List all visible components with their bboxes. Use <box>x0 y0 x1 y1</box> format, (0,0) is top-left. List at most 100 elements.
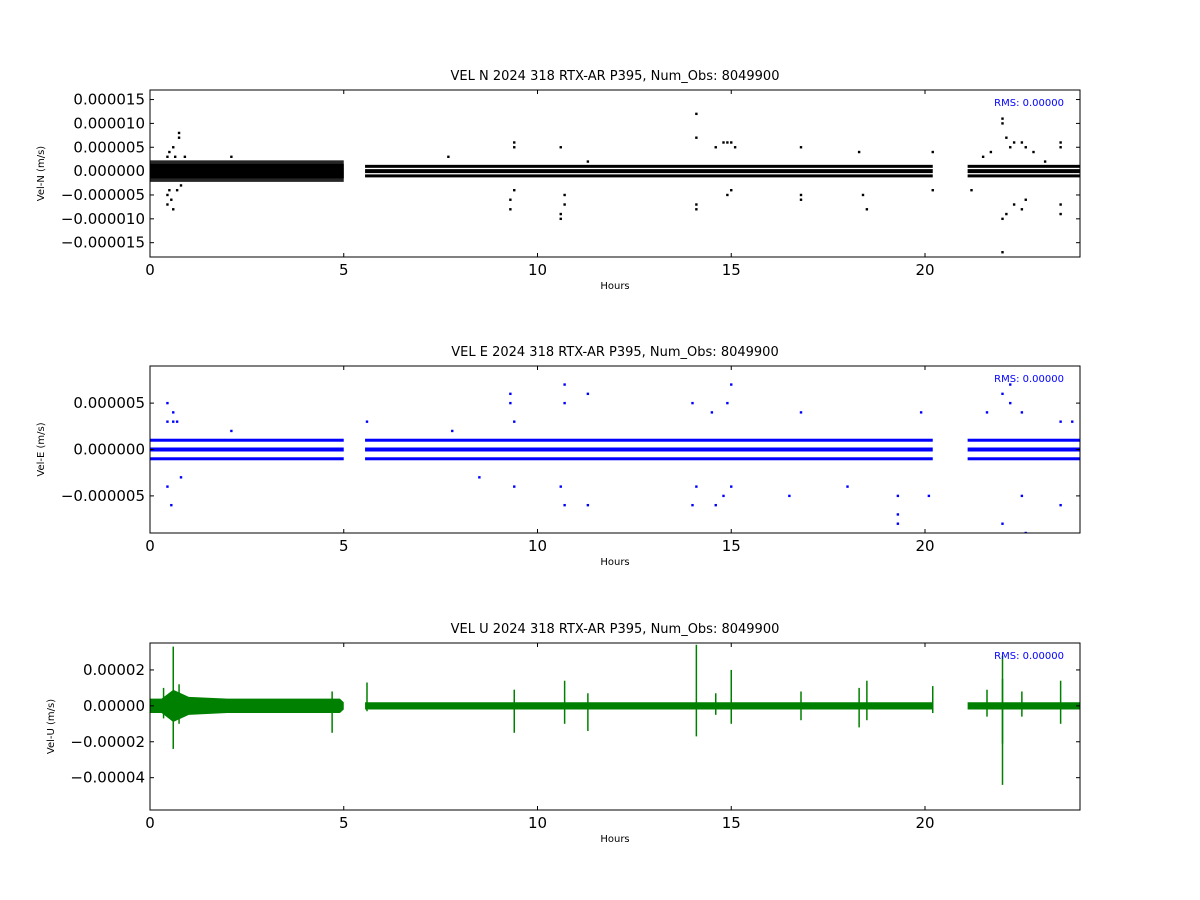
x-tick-label: 20 <box>915 814 934 832</box>
data-point-46 <box>1020 494 1024 498</box>
data-band-seg2-3 <box>365 174 933 178</box>
y-axis-label: Vel-N (m/s) <box>36 146 47 201</box>
data-point-14 <box>183 155 187 158</box>
data-point-10 <box>175 189 179 192</box>
data-point-38 <box>733 146 737 149</box>
data-point-1 <box>166 401 169 405</box>
data-point-9 <box>173 155 177 158</box>
data-band-seg2-3 <box>365 457 933 461</box>
data-point-50 <box>1071 420 1074 423</box>
data-point-57 <box>1012 141 1016 144</box>
data-point-38 <box>919 411 923 414</box>
axes-frame <box>149 89 1081 258</box>
data-point-3 <box>166 485 169 488</box>
y-axis-label: Vel-U (m/s) <box>46 699 57 754</box>
data-point-27 <box>586 160 590 163</box>
chart-panel-1: 0 5 10 15 20 0.000015 0.000010 0.000005 0.000000… <box>36 69 1081 292</box>
data-point-25 <box>695 485 698 488</box>
y-tick-label: 0.000000 <box>73 162 145 180</box>
y-tick-label: 0.000010 <box>73 114 145 132</box>
data-point-60 <box>1020 208 1024 211</box>
plot-area <box>150 383 1080 533</box>
data-point-42 <box>1001 522 1004 525</box>
data-point-45 <box>1020 411 1024 414</box>
data-point-56 <box>1009 146 1012 149</box>
data-band-seg1-1 <box>150 438 344 442</box>
data-point-48 <box>981 155 985 158</box>
rms-annotation: RMS: 0.00000 <box>994 98 1064 109</box>
data-band-seg2-2 <box>365 447 933 452</box>
x-tick-label: 0 <box>145 261 155 279</box>
x-tick-label: 10 <box>528 261 547 279</box>
data-point-49 <box>1059 503 1062 507</box>
data-point-24 <box>691 503 694 507</box>
data-band-seg1-3 <box>150 457 344 461</box>
x-tick-label: 15 <box>722 261 741 279</box>
data-point-25 <box>563 203 566 206</box>
data-point-21 <box>586 392 590 396</box>
data-point-43 <box>861 193 865 197</box>
data-point-66 <box>1059 146 1062 149</box>
data-point-13 <box>179 184 183 187</box>
data-point-33 <box>799 411 803 414</box>
rms-annotation: RMS: 0.00000 <box>994 651 1064 662</box>
x-axis-label: Hours <box>600 834 629 845</box>
data-point-41 <box>799 193 803 197</box>
x-tick-label: 10 <box>528 537 547 555</box>
data-point-29 <box>695 136 698 139</box>
data-point-2 <box>166 193 169 197</box>
data-point-36 <box>730 141 733 144</box>
data-point-14 <box>509 401 512 405</box>
data-envelope-seg2 <box>365 702 933 710</box>
data-point-33 <box>722 141 725 144</box>
data-point-31 <box>730 485 733 488</box>
x-axis-label: Hours <box>600 281 629 292</box>
data-point-8 <box>179 476 183 479</box>
data-point-6 <box>170 198 173 201</box>
chart-title: VEL E 2024 318 RTX-AR P395, Num_Obs: 804… <box>451 345 778 360</box>
data-point-9 <box>230 429 233 433</box>
data-point-34 <box>726 141 729 144</box>
data-point-3 <box>166 203 169 206</box>
x-tick-label: 20 <box>915 537 934 555</box>
data-point-53 <box>1001 251 1004 254</box>
data-point-16 <box>447 155 450 158</box>
data-point-20 <box>513 146 516 149</box>
data-envelope-seg1 <box>150 689 344 723</box>
data-band-seg2-1 <box>365 438 933 442</box>
x-tick-label: 5 <box>339 814 349 832</box>
data-point-37 <box>896 494 900 498</box>
data-point-28 <box>722 494 725 498</box>
data-point-22 <box>586 503 590 507</box>
chart-title: VEL U 2024 318 RTX-AR P395, Num_Obs: 804… <box>451 622 780 637</box>
data-point-18 <box>563 401 566 405</box>
data-point-19 <box>513 141 516 144</box>
data-point-52 <box>1001 217 1004 221</box>
data-point-67 <box>1059 212 1062 216</box>
axes-frame <box>149 642 1081 811</box>
data-point-44 <box>865 208 869 211</box>
data-point-7 <box>172 146 175 149</box>
x-tick-label: 0 <box>145 537 155 555</box>
data-point-54 <box>1005 136 1008 139</box>
data-point-61 <box>1024 146 1027 149</box>
data-point-35 <box>896 522 900 525</box>
y-tick-label: −0.000015 <box>61 234 145 252</box>
data-point-51 <box>1001 122 1004 125</box>
data-point-29 <box>726 401 729 405</box>
data-point-20 <box>559 485 562 488</box>
data-point-47 <box>1024 531 1027 533</box>
data-point-1 <box>166 155 169 158</box>
data-point-44 <box>1009 383 1012 386</box>
data-point-45 <box>931 150 934 154</box>
data-point-10 <box>365 420 369 423</box>
data-point-5 <box>168 189 171 192</box>
data-point-28 <box>695 112 698 116</box>
data-point-8 <box>172 208 175 211</box>
x-tick-label: 5 <box>339 537 349 555</box>
data-band-seg3-3 <box>967 174 1080 178</box>
chart-panel-2: 0 5 10 15 20 0.000005 0.000000 −0.000005 VEL E 2… <box>36 345 1081 568</box>
data-point-59 <box>1020 141 1024 144</box>
data-point-37 <box>730 189 733 192</box>
data-point-40 <box>985 411 989 414</box>
